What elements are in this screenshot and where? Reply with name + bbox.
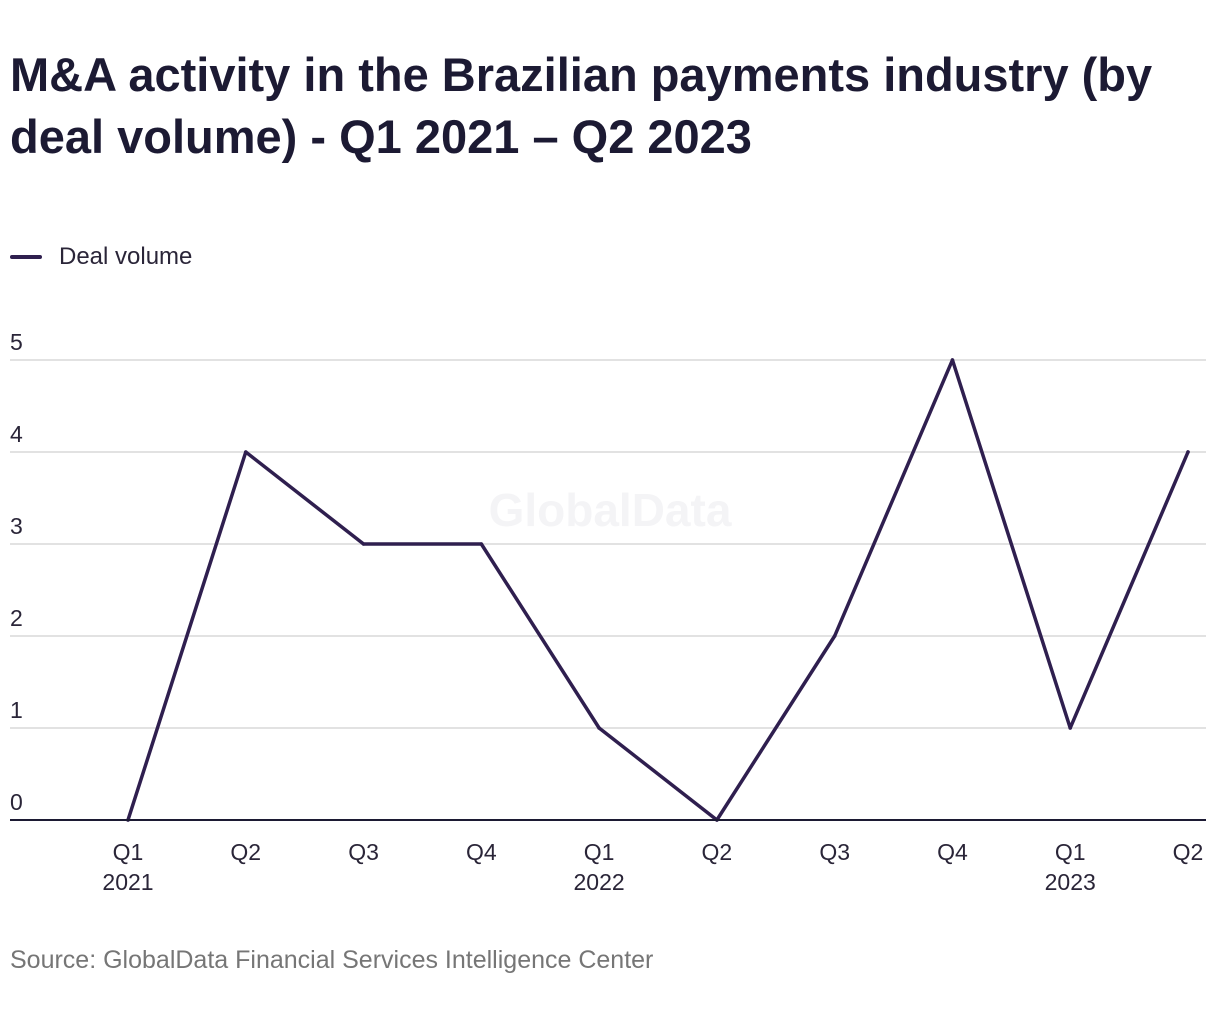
x-tick-label-5: Q2 bbox=[702, 839, 733, 865]
data-point-8 bbox=[1068, 726, 1073, 730]
data-point-9 bbox=[1186, 450, 1190, 454]
x-tick-label-8: Q1 bbox=[1055, 839, 1086, 865]
x-tick-label-6: Q3 bbox=[819, 839, 850, 865]
x-tick-label-7: Q4 bbox=[937, 839, 968, 865]
data-point-7 bbox=[950, 358, 955, 362]
y-axis-ticks: 0 1 2 3 4 5 bbox=[10, 329, 23, 815]
x-tick-year-0: 2021 bbox=[102, 869, 153, 895]
data-point-6 bbox=[832, 634, 837, 638]
y-tick-label-2: 2 bbox=[10, 605, 23, 631]
x-axis-ticks: Q1 2021 Q2 Q3 Q4 Q1 2022 Q2 Q3 Q4 Q1 2023 Q2 bbox=[102, 839, 1203, 895]
chart-title: M&A activity in the Brazilian payments i… bbox=[10, 48, 1153, 163]
data-point-3 bbox=[479, 542, 484, 546]
line-chart: 0 1 2 3 4 5 GlobalData Q1 2021 Q2 Q3 Q4 Q1 2022 Q2 Q3… bbox=[10, 329, 1206, 895]
legend: Deal volume bbox=[10, 242, 192, 272]
legend-swatch-deal-volume bbox=[10, 255, 42, 259]
y-tick-label-4: 4 bbox=[10, 421, 23, 447]
series-deal-volume bbox=[126, 358, 1190, 822]
y-tick-label-3: 3 bbox=[10, 513, 23, 539]
x-tick-label-9: Q2 bbox=[1173, 839, 1204, 865]
data-point-4 bbox=[597, 726, 601, 730]
x-tick-label-4: Q1 bbox=[584, 839, 615, 865]
x-tick-year-8: 2023 bbox=[1045, 869, 1096, 895]
watermark: GlobalData bbox=[489, 484, 732, 536]
grid-lines bbox=[10, 359, 1206, 729]
x-tick-label-1: Q2 bbox=[230, 839, 261, 865]
x-tick-label-3: Q4 bbox=[466, 839, 497, 865]
legend-label-deal-volume: Deal volume bbox=[59, 243, 193, 270]
series-line-0 bbox=[126, 358, 1190, 822]
data-point-1 bbox=[243, 450, 248, 454]
data-point-2 bbox=[361, 542, 366, 546]
source-note: Source: GlobalData Financial Services In… bbox=[10, 946, 654, 974]
x-tick-label-0: Q1 bbox=[113, 839, 144, 865]
y-tick-label-0: 0 bbox=[10, 789, 23, 815]
x-tick-year-4: 2022 bbox=[574, 869, 625, 895]
x-tick-label-2: Q3 bbox=[348, 839, 379, 865]
y-tick-label-5: 5 bbox=[10, 329, 23, 355]
y-tick-label-1: 1 bbox=[10, 697, 23, 723]
